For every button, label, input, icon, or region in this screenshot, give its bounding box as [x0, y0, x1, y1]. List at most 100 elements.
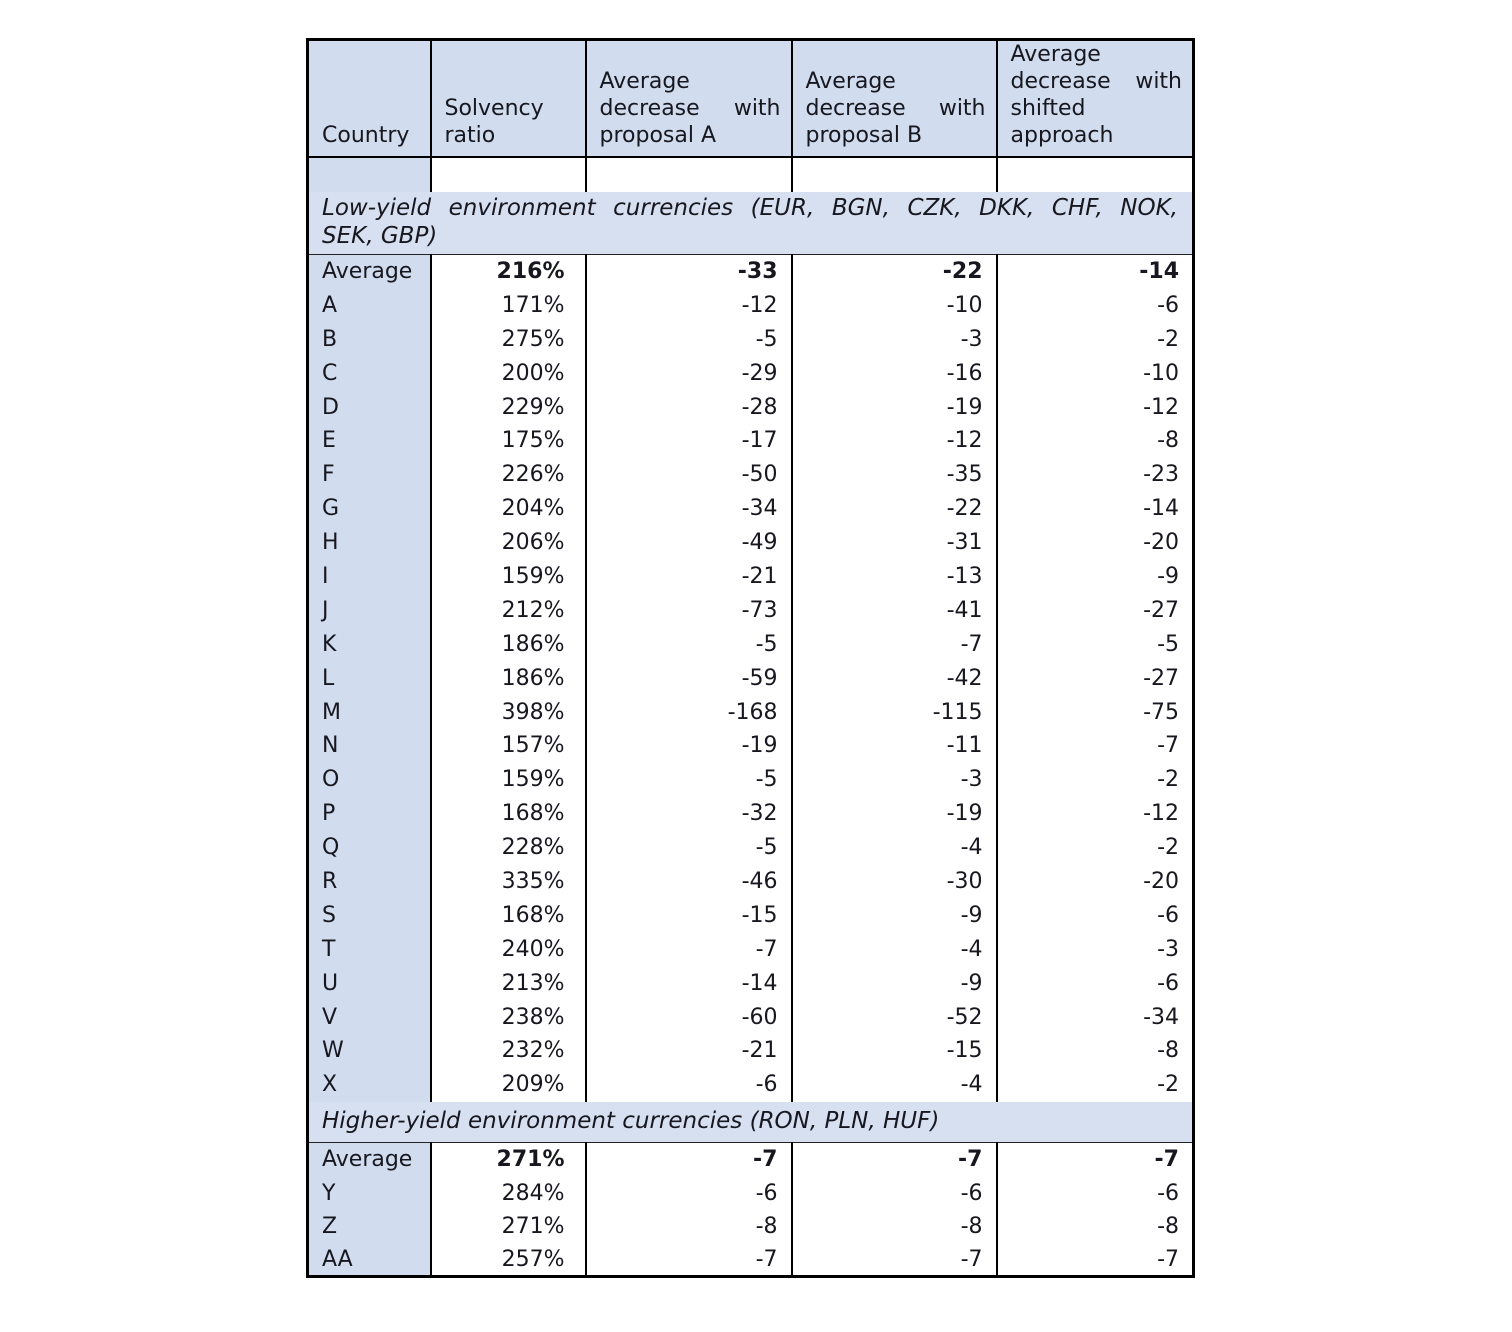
cell-proposal-a: -7 [584, 1142, 793, 1177]
cell-shifted: -12 [995, 796, 1195, 831]
cell-proposal-b: -22 [790, 254, 998, 289]
cell-proposal-b: -4 [790, 932, 998, 967]
cell-empty [790, 157, 998, 192]
cell-proposal-a: -5 [584, 762, 793, 797]
table-row: K 186% -5 -7 -5 [306, 627, 1195, 662]
cell-solvency: 335% [429, 864, 587, 899]
cell-solvency: 257% [429, 1243, 587, 1277]
cell-country: W [306, 1033, 432, 1068]
cell-country: C [306, 356, 432, 391]
table-row: N 157% -19 -11 -7 [306, 728, 1195, 763]
cell-proposal-a: -5 [584, 322, 793, 357]
table-row: S 168% -15 -9 -6 [306, 898, 1195, 933]
table-row: B 275% -5 -3 -2 [306, 322, 1195, 357]
cell-country: S [306, 898, 432, 933]
cell-proposal-b: -15 [790, 1033, 998, 1068]
table-row: T 240% -7 -4 -3 [306, 932, 1195, 967]
col-header-shifted: Average decrease with shifted approach [995, 39, 1195, 158]
cell-country: H [306, 525, 432, 560]
cell-shifted: -27 [995, 593, 1195, 628]
cell-solvency: 206% [429, 525, 587, 560]
cell-solvency: 186% [429, 627, 587, 662]
cell-country: D [306, 390, 432, 424]
section-header-low-yield: Low-yield environment currencies (EUR, B… [306, 192, 1195, 255]
cell-proposal-b: -10 [790, 288, 998, 323]
header-label: Average [599, 69, 690, 94]
cell-proposal-b: -19 [790, 796, 998, 831]
cell-proposal-b: -115 [790, 695, 998, 729]
cell-country: R [306, 864, 432, 899]
table-row: X 209% -6 -4 -2 [306, 1067, 1195, 1102]
cell-proposal-b: -4 [790, 830, 998, 865]
cell-proposal-b: -31 [790, 525, 998, 560]
header-label: decrease with [805, 96, 986, 121]
cell-proposal-b: -3 [790, 322, 998, 357]
cell-proposal-b: -52 [790, 1000, 998, 1034]
cell-solvency: 240% [429, 932, 587, 967]
cell-country: I [306, 559, 432, 594]
cell-country: Average [306, 254, 432, 289]
cell-country: Y [306, 1176, 432, 1210]
cell-proposal-a: -14 [584, 966, 793, 1001]
cell-solvency: 271% [429, 1209, 587, 1244]
section-title-line: Higher-yield environment currencies (RON… [322, 1108, 940, 1135]
section-header-higher-yield: Higher-yield environment currencies (RON… [306, 1101, 1195, 1144]
cell-country: K [306, 627, 432, 662]
table-row: I 159% -21 -13 -9 [306, 559, 1195, 594]
cell-country: M [306, 695, 432, 729]
table-row: O 159% -5 -3 -2 [306, 762, 1195, 797]
cell-solvency: 209% [429, 1067, 587, 1102]
cell-country: AA [306, 1243, 432, 1277]
cell-proposal-a: -6 [584, 1176, 793, 1210]
cell-proposal-b: -41 [790, 593, 998, 628]
spacer-row [306, 157, 1195, 192]
cell-shifted: -10 [995, 356, 1195, 391]
header-row: Country Solvency ratio Average decrease … [306, 39, 1195, 158]
cell-proposal-a: -8 [584, 1209, 793, 1244]
header-label: ratio [444, 123, 496, 148]
cell-solvency: 226% [429, 457, 587, 492]
table-row: W 232% -21 -15 -8 [306, 1033, 1195, 1068]
cell-proposal-b: -9 [790, 898, 998, 933]
cell-solvency: 157% [429, 728, 587, 763]
cell-country: A [306, 288, 432, 323]
cell-shifted: -6 [995, 1176, 1195, 1210]
header-label: approach [1010, 123, 1114, 148]
header-label: Average [1010, 42, 1101, 67]
table-row: J 212% -73 -41 -27 [306, 593, 1195, 628]
table-row: R 335% -46 -30 -20 [306, 864, 1195, 899]
cell-proposal-b: -4 [790, 1067, 998, 1102]
cell-shifted: -7 [995, 1243, 1195, 1277]
cell-solvency: 212% [429, 593, 587, 628]
table-row: D 229% -28 -19 -12 [306, 390, 1195, 424]
cell-proposal-b: -13 [790, 559, 998, 594]
header-label: Average [805, 69, 896, 94]
cell-shifted: -12 [995, 390, 1195, 424]
cell-solvency: 238% [429, 1000, 587, 1034]
cell-shifted: -14 [995, 491, 1195, 526]
cell-proposal-b: -3 [790, 762, 998, 797]
cell-shifted: -7 [995, 1142, 1195, 1177]
cell-proposal-a: -28 [584, 390, 793, 424]
col-header-solvency: Solvency ratio [429, 39, 587, 158]
cell-country: P [306, 796, 432, 831]
table-row: L 186% -59 -42 -27 [306, 661, 1195, 696]
cell-proposal-b: -8 [790, 1209, 998, 1244]
cell-proposal-b: -7 [790, 627, 998, 662]
cell-country: X [306, 1067, 432, 1102]
cell-solvency: 213% [429, 966, 587, 1001]
cell-country: F [306, 457, 432, 492]
cell-shifted: -8 [995, 1033, 1195, 1068]
section-title: Low-yield environment currencies (EUR, B… [306, 192, 1195, 255]
cell-shifted: -75 [995, 695, 1195, 729]
cell-proposal-b: -16 [790, 356, 998, 391]
cell-solvency: 168% [429, 898, 587, 933]
cell-shifted: -20 [995, 864, 1195, 899]
cell-shifted: -7 [995, 728, 1195, 763]
cell-country: O [306, 762, 432, 797]
cell-proposal-a: -21 [584, 1033, 793, 1068]
cell-country [306, 157, 432, 192]
section-title: Higher-yield environment currencies (RON… [306, 1101, 1195, 1144]
cell-proposal-b: -12 [790, 423, 998, 458]
cell-shifted: -8 [995, 1209, 1195, 1244]
